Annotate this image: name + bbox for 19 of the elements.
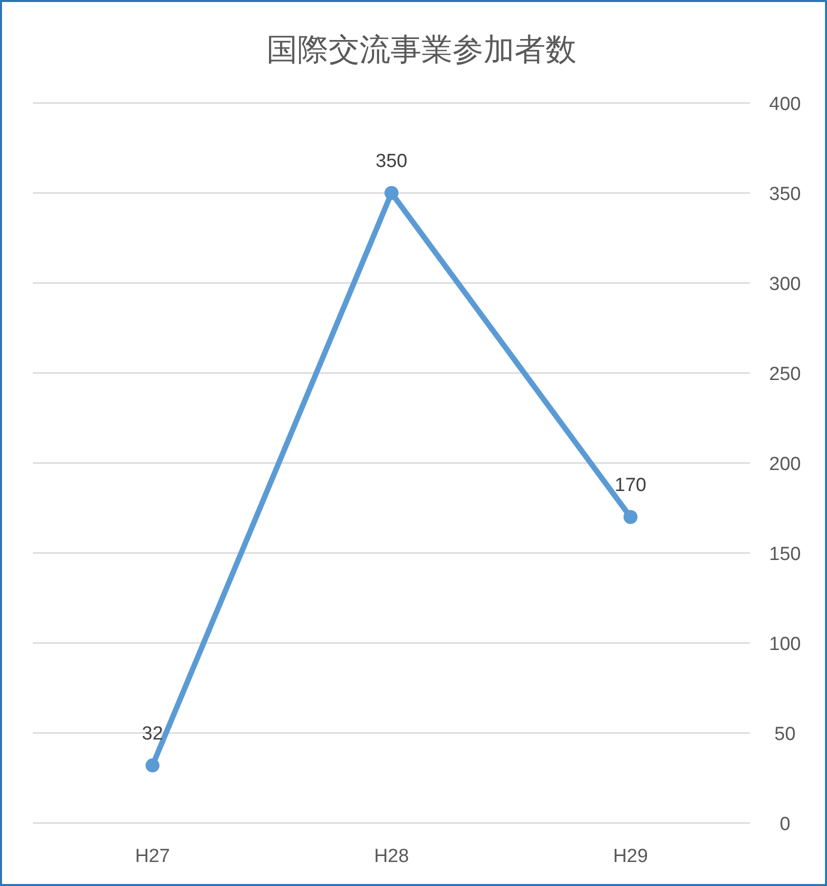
y-tick-label: 150 xyxy=(769,544,801,565)
chart-title: 国際交流事業参加者数 xyxy=(266,32,576,67)
y-tick-label: 250 xyxy=(769,364,801,385)
y-tick-label: 200 xyxy=(769,454,801,475)
y-tick-label: 300 xyxy=(769,274,801,295)
y-tick-label: 100 xyxy=(769,634,801,655)
y-tick-label: 50 xyxy=(774,724,796,745)
x-tick-label: H27 xyxy=(135,846,170,867)
point xyxy=(146,758,160,772)
x-tick-label: H29 xyxy=(613,846,648,867)
point xyxy=(624,510,638,524)
point xyxy=(384,186,398,200)
data-label: 170 xyxy=(614,475,646,496)
y-tick-label: 350 xyxy=(769,184,801,205)
x-tick-label: H28 xyxy=(374,846,409,867)
y-tick-label: 400 xyxy=(769,94,801,115)
data-label: 350 xyxy=(376,151,408,172)
y-tick-label: 0 xyxy=(780,814,790,835)
data-label: 32 xyxy=(142,723,164,744)
